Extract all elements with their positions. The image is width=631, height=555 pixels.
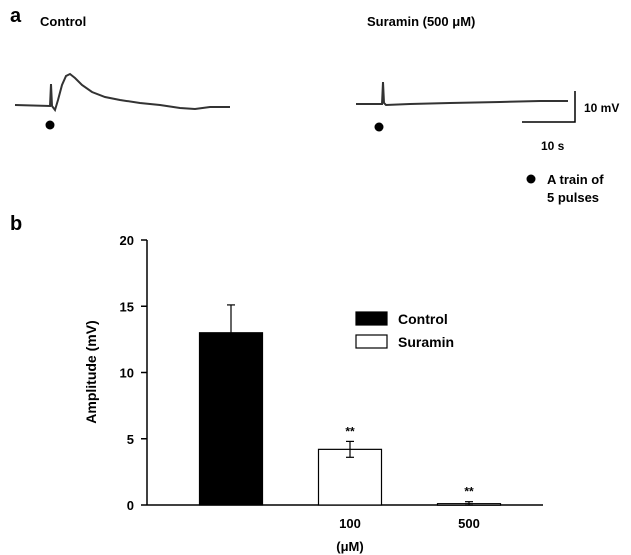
y-tick-label: 5 bbox=[127, 432, 134, 447]
control-stimulus-dot bbox=[45, 120, 55, 130]
y-tick-label: 20 bbox=[120, 233, 134, 248]
legend-swatch-control bbox=[355, 311, 388, 326]
x-tick-label: 500 bbox=[458, 516, 480, 531]
bar-chart: 0 5 10 15 20 Amplitude (mV) ** 100 ** 500 (μM) Cont… bbox=[83, 233, 543, 554]
scale-time-label: 10 s bbox=[541, 139, 565, 153]
x-axis-label: (μM) bbox=[336, 539, 363, 554]
significance-marker: ** bbox=[464, 485, 474, 499]
scale-voltage-label: 10 mV bbox=[584, 101, 619, 115]
panel-b-letter: b bbox=[10, 213, 22, 235]
y-tick-label: 10 bbox=[120, 366, 134, 381]
suramin-stimulus-dot bbox=[374, 122, 384, 132]
control-trace bbox=[14, 72, 230, 113]
legend-label-control: Control bbox=[398, 311, 448, 327]
y-axis-label: Amplitude (mV) bbox=[83, 320, 99, 423]
control-trace-title: Control bbox=[40, 14, 86, 29]
panel-a-letter: a bbox=[10, 5, 22, 27]
scale-bar bbox=[522, 91, 576, 123]
bar-control bbox=[198, 332, 264, 506]
legend-stimulus-dot bbox=[526, 174, 536, 184]
x-tick-label: 100 bbox=[339, 516, 361, 531]
suramin-trace bbox=[356, 81, 568, 107]
bar-suramin bbox=[317, 448, 383, 506]
legend-stimulus-line1: A train of bbox=[547, 172, 604, 187]
y-tick-label: 15 bbox=[120, 299, 134, 314]
legend-swatch-suramin bbox=[355, 334, 388, 349]
significance-marker: ** bbox=[345, 424, 355, 438]
y-tick-label: 0 bbox=[127, 498, 134, 513]
legend-stimulus-line2: 5 pulses bbox=[547, 190, 599, 205]
suramin-trace-title: Suramin (500 μM) bbox=[367, 14, 475, 29]
legend-label-suramin: Suramin bbox=[398, 334, 454, 350]
